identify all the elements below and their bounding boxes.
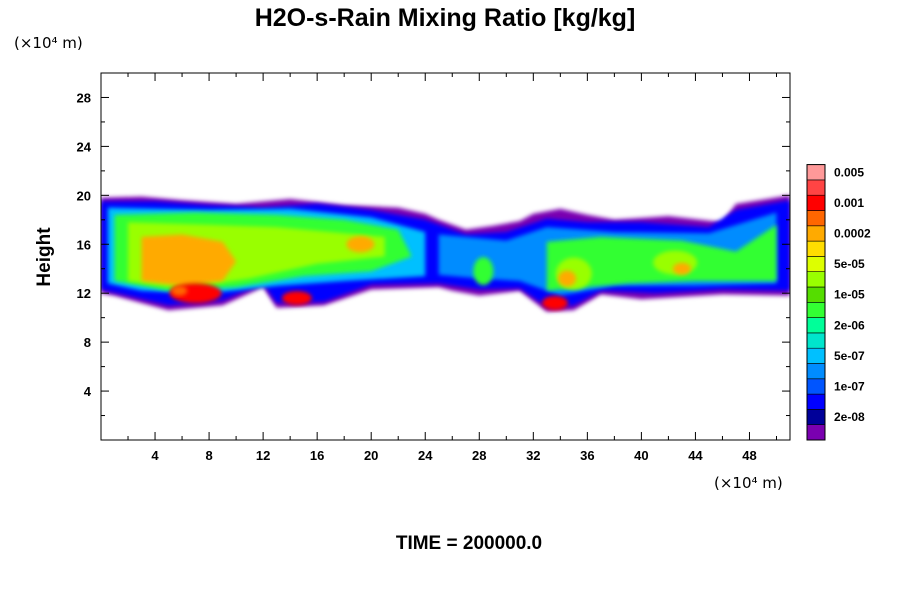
colorbar-label: 1e-05 <box>834 288 865 302</box>
colorbar-swatch <box>806 210 826 227</box>
colorbar-swatch <box>806 179 826 196</box>
colorbar-swatch <box>806 347 826 364</box>
chart-title: H2O-s-Rain Mixing Ratio [kg/kg] <box>255 4 636 32</box>
colorbar-frame <box>806 164 826 441</box>
y-axis-label: Height <box>34 227 55 287</box>
colorbar-swatch <box>806 378 826 395</box>
colorbar-swatch <box>806 194 826 211</box>
cloud-layers <box>101 195 790 312</box>
x-tick-label: 20 <box>364 448 378 463</box>
colorbar-swatch <box>806 240 826 257</box>
x-tick-label: 24 <box>418 448 433 463</box>
colorbar-swatch <box>806 256 826 272</box>
cloud-green-patch-28 <box>473 257 494 286</box>
colorbar-label: 5e-05 <box>834 257 865 271</box>
colorbar-swatch <box>806 301 826 318</box>
y-tick-label: 24 <box>77 139 92 154</box>
colorbar-label: 2e-06 <box>834 318 865 332</box>
x-tick-label: 40 <box>634 448 648 463</box>
x-tick-label: 48 <box>742 448 756 463</box>
y-tick-label: 12 <box>77 286 91 301</box>
cloud-orange-19 <box>346 236 375 253</box>
x-tick-label: 32 <box>526 448 540 463</box>
x-tick-label: 8 <box>205 448 212 463</box>
colorbar-swatch <box>806 393 826 410</box>
y-tick-label: 28 <box>77 90 91 105</box>
y-tick-label: 16 <box>77 237 91 252</box>
colorbar-label: 0.001 <box>834 196 864 210</box>
colorbar-label: 2e-08 <box>834 410 865 424</box>
colorbar-swatch <box>806 225 826 242</box>
colorbar-swatch <box>806 409 826 425</box>
colorbar-swatch <box>806 286 826 303</box>
x-tick-label: 12 <box>256 448 270 463</box>
y-tick-label: 8 <box>84 335 91 350</box>
x-tick-label: 4 <box>151 448 159 463</box>
colorbar-label: 0.0002 <box>834 226 871 240</box>
colorbar-swatch <box>806 332 826 349</box>
colorbar-swatch <box>806 271 826 288</box>
colorbar-label: 0.005 <box>834 165 864 179</box>
colorbar-swatch <box>806 317 826 334</box>
colorbar-swatch <box>806 424 826 441</box>
x-tick-label: 44 <box>688 448 703 463</box>
y-axis-unit: (×10⁴ m) <box>14 34 83 52</box>
cloud-orange-core-6 <box>171 285 188 296</box>
cloud-red-core-34 <box>541 295 568 310</box>
x-axis-unit: (×10⁴ m) <box>714 474 783 492</box>
cloud-red-core-14 <box>281 291 312 306</box>
colorbar-legend: 2e-08 1e-07 5e-07 2e-06 1e-05 5e-05 0.0002 0.00… <box>806 164 871 441</box>
x-tick-label: 28 <box>472 448 486 463</box>
time-label: TIME = 200000.0 <box>396 533 542 554</box>
x-tick-label: 16 <box>310 448 324 463</box>
colorbar-swatch <box>806 164 826 181</box>
cloud-orange-left <box>141 234 237 286</box>
y-tick-label: 4 <box>84 384 92 399</box>
cloud-orange-34 <box>558 270 577 287</box>
colorbar-label: 5e-07 <box>834 349 865 363</box>
rain-field <box>101 195 790 312</box>
plot-frame <box>100 72 791 441</box>
x-tick-label: 36 <box>580 448 594 463</box>
colorbar-swatch <box>806 363 826 380</box>
colorbar-label: 1e-07 <box>834 379 865 393</box>
cloud-orange-43 <box>672 262 691 275</box>
y-tick-label: 20 <box>77 188 91 203</box>
